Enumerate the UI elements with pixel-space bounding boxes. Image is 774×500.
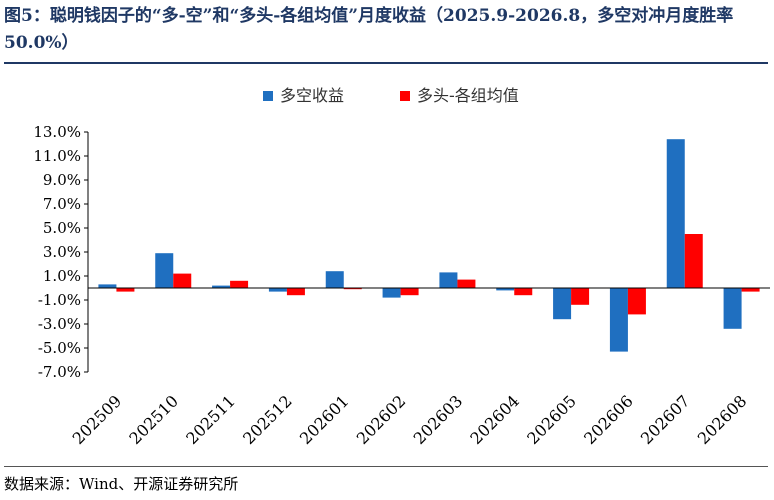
bars [98,139,760,352]
bar-long-minus-mean-202512 [286,288,305,296]
bar-long-short-202607 [666,139,685,288]
bar-long-minus-mean-202605 [571,288,590,305]
bar-long-short-202509 [98,284,117,288]
x-tick-label: 202603 [410,391,467,448]
y-tick-label: -5.0% [38,339,81,357]
x-tick-label: 202605 [523,391,580,448]
x-tick-label: 202606 [580,391,637,448]
y-tick-label: 3.0% [43,243,81,261]
y-tick-label: 1.0% [43,267,81,285]
y-tick-label: -3.0% [38,315,81,333]
legend-swatch-1 [263,91,273,101]
source-note: 数据来源：Wind、开源证券研究所 [4,475,239,493]
legend-label-1: 多空收益 [280,86,344,105]
bar-long-minus-mean-202606 [627,288,646,315]
x-tick-label: 202512 [239,391,296,448]
bar-long-short-202603 [439,272,458,288]
bar-long-short-202608 [723,288,742,329]
bar-long-short-202511 [212,285,231,288]
bar-long-minus-mean-202601 [343,288,362,290]
x-tick-label: 202509 [69,391,126,448]
y-tick-label: -7.0% [38,363,81,381]
x-tick-label: 202604 [466,391,523,448]
x-tick-label: 202602 [353,391,410,448]
bar-long-minus-mean-202602 [400,288,419,296]
y-tick-label: 7.0% [43,195,81,213]
bar-long-minus-mean-202608 [741,288,760,292]
x-tick-label: 202510 [125,391,182,448]
y-tick-label: 13.0% [33,123,81,141]
bar-long-minus-mean-202511 [230,280,249,288]
y-tick-label: 5.0% [43,219,81,237]
bar-long-minus-mean-202604 [514,288,533,296]
title-divider [4,62,768,64]
bar-long-short-202605 [553,288,572,320]
bar-long-minus-mean-202510 [173,273,192,288]
bar-long-minus-mean-202607 [684,234,703,288]
legend-swatch-2 [400,91,410,101]
legend: 多空收益 多头-各组均值 [263,86,519,105]
y-tick-label: 11.0% [33,147,81,165]
y-axis: 13.0% 11.0% 9.0% 7.0% 5.0% 3.0% 1.0% -1.0% -3.0%… [33,123,89,381]
legend-label-2: 多头-各组均值 [417,86,519,105]
x-tick-label: 202511 [182,391,239,448]
x-axis: 202509 202510 202511 202512 202601 202602 2026… [69,287,770,448]
x-tick-label: 202607 [637,391,694,448]
x-tick-label: 202608 [694,391,751,448]
chart-title: 图5：聪明钱因子的“多-空”和“多头-各组均值”月度收益（2025.9-2026… [4,6,734,53]
bar-long-minus-mean-202509 [116,288,135,292]
source-divider [4,466,768,467]
bar-long-short-202604 [496,288,515,291]
bar-long-short-202606 [609,288,628,352]
x-tick-label: 202601 [296,391,353,448]
bar-long-short-202512 [268,288,287,292]
bar-long-short-202510 [155,253,174,288]
bar-long-short-202602 [382,288,401,298]
y-tick-label: -1.0% [38,291,81,309]
bar-chart: 多空收益 多头-各组均值 13.0% 11.0% 9.0% 7.0% 5.0% 3.0% 1.… [33,86,770,448]
y-tick-label: 9.0% [43,171,81,189]
bar-long-short-202601 [325,271,344,288]
bar-long-minus-mean-202603 [457,279,476,288]
